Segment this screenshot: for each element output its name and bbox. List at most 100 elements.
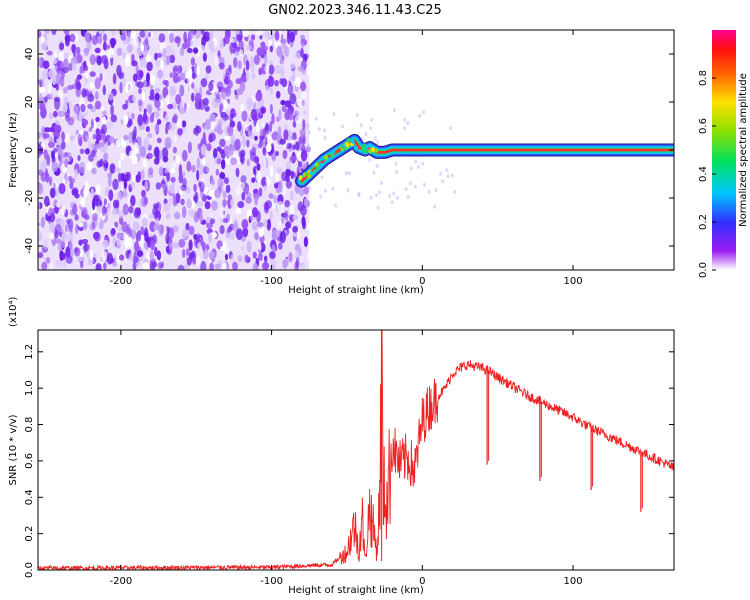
noise-blob bbox=[230, 157, 237, 166]
noise-blob bbox=[110, 227, 116, 235]
noise-blob bbox=[118, 254, 125, 261]
noise-blob bbox=[96, 35, 103, 44]
noise-blob bbox=[378, 190, 382, 195]
noise-blob bbox=[181, 42, 188, 50]
noise-blob bbox=[116, 47, 123, 57]
noise-blob bbox=[235, 207, 242, 215]
noise-blob bbox=[220, 90, 227, 100]
noise-blob bbox=[205, 72, 209, 81]
noise-blob bbox=[45, 30, 50, 35]
noise-blob bbox=[249, 56, 255, 68]
noise-blob bbox=[375, 164, 379, 168]
noise-blob bbox=[341, 124, 344, 129]
noise-blob bbox=[38, 57, 42, 67]
noise-blob bbox=[94, 100, 102, 110]
noise-blob bbox=[266, 143, 272, 153]
noise-blob bbox=[300, 47, 304, 58]
noise-blob bbox=[286, 161, 291, 170]
noise-blob bbox=[179, 47, 185, 57]
colorbar-ticks: 0.0 0.2 0.4 0.6 0.8 bbox=[698, 70, 716, 278]
noise-blob bbox=[79, 66, 83, 74]
noise-blob bbox=[274, 182, 278, 189]
noise-blob bbox=[324, 188, 327, 193]
noise-blob bbox=[175, 155, 181, 164]
y-tick-label: 0 bbox=[24, 147, 35, 153]
noise-blob bbox=[53, 123, 59, 136]
noise-blob bbox=[416, 165, 420, 169]
noise-blob bbox=[103, 198, 108, 206]
noise-blob bbox=[301, 99, 305, 107]
noise-blob bbox=[369, 126, 373, 131]
noise-blob bbox=[118, 210, 125, 219]
noise-blob bbox=[103, 159, 109, 172]
noise-blob bbox=[77, 133, 82, 146]
noise-blob bbox=[97, 205, 102, 213]
noise-blob bbox=[126, 44, 133, 53]
noise-blob bbox=[92, 231, 100, 240]
noise-blob bbox=[149, 221, 156, 233]
noise-blob bbox=[84, 31, 91, 43]
noise-blob bbox=[289, 204, 296, 214]
noise-blob bbox=[441, 179, 445, 184]
noise-blob bbox=[194, 124, 199, 137]
noise-blob bbox=[101, 110, 107, 116]
noise-blob bbox=[178, 238, 186, 248]
noise-blob bbox=[234, 138, 241, 151]
noise-blob bbox=[44, 127, 51, 133]
noise-blob bbox=[156, 137, 162, 144]
noise-blob bbox=[42, 256, 47, 264]
noise-blob bbox=[84, 214, 90, 221]
noise-blob bbox=[295, 250, 300, 261]
noise-blob bbox=[294, 243, 301, 253]
noise-blob bbox=[219, 138, 226, 148]
noise-blob bbox=[112, 178, 119, 190]
noise-blob bbox=[122, 191, 128, 198]
noise-blob bbox=[188, 209, 196, 217]
noise-blob bbox=[79, 148, 85, 155]
noise-blob bbox=[148, 213, 155, 219]
noise-blob bbox=[306, 222, 312, 231]
noise-blob bbox=[256, 163, 261, 171]
noise-blob bbox=[395, 195, 399, 200]
noise-blob bbox=[95, 184, 101, 195]
noise-blob bbox=[42, 60, 50, 69]
noise-blob bbox=[216, 158, 222, 165]
noise-blob bbox=[289, 93, 297, 105]
noise-blob bbox=[275, 150, 279, 157]
noise-blob bbox=[413, 184, 417, 189]
noise-blob bbox=[209, 262, 214, 270]
noise-blob bbox=[53, 96, 61, 103]
noise-blob bbox=[95, 263, 102, 270]
noise-blob bbox=[222, 70, 226, 80]
noise-blob bbox=[294, 184, 300, 194]
snr-x-ticks: -200 -100 0 100 bbox=[110, 330, 583, 587]
noise-blob bbox=[89, 71, 96, 77]
noise-blob bbox=[238, 182, 246, 189]
noise-blob bbox=[144, 180, 148, 191]
noise-blob bbox=[224, 135, 230, 141]
noise-blob bbox=[245, 44, 252, 51]
trace-speckle bbox=[318, 162, 323, 168]
noise-blob bbox=[270, 165, 274, 178]
noise-blob bbox=[287, 83, 294, 96]
noise-blob bbox=[233, 57, 238, 68]
noise-blob bbox=[51, 30, 57, 36]
noise-blob bbox=[74, 214, 79, 221]
spectrogram-signal-trace bbox=[295, 133, 674, 188]
noise-blob bbox=[364, 132, 368, 137]
colorbar-tick-label: 0.2 bbox=[698, 214, 709, 230]
noise-blob bbox=[86, 162, 93, 171]
noise-blob bbox=[107, 92, 115, 101]
y-tick-label: 0.6 bbox=[24, 453, 35, 469]
noise-blob bbox=[59, 76, 65, 88]
noise-blob bbox=[74, 247, 81, 257]
noise-blob bbox=[48, 141, 55, 148]
noise-blob bbox=[290, 190, 294, 201]
noise-blob bbox=[183, 31, 188, 43]
noise-blob bbox=[133, 241, 140, 252]
noise-blob bbox=[154, 210, 162, 222]
noise-blob bbox=[156, 52, 163, 58]
noise-blob bbox=[113, 199, 118, 209]
noise-blob bbox=[406, 195, 410, 199]
noise-blob bbox=[155, 225, 162, 231]
